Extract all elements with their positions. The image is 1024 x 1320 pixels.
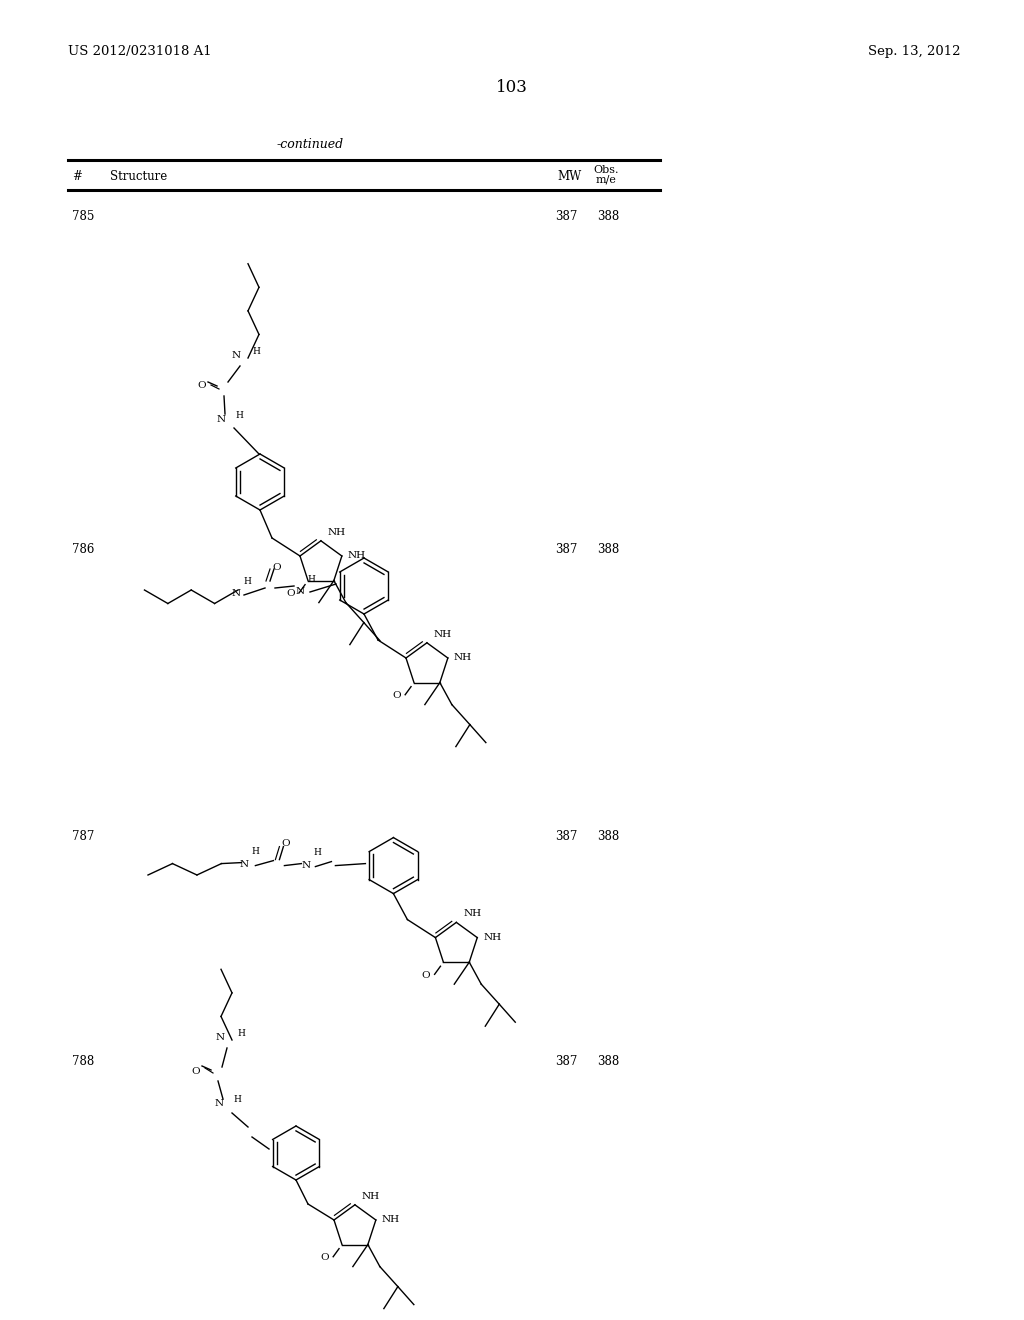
Text: H: H: [234, 411, 243, 420]
Text: -continued: -continued: [276, 139, 344, 152]
Text: 387: 387: [555, 1055, 578, 1068]
Text: 788: 788: [72, 1055, 94, 1068]
Text: 388: 388: [597, 1055, 620, 1068]
Text: O: O: [282, 840, 290, 847]
Text: H: H: [313, 847, 322, 857]
Text: N: N: [216, 1034, 225, 1043]
Text: 103: 103: [496, 79, 528, 96]
Text: 388: 388: [597, 543, 620, 556]
Text: O: O: [198, 381, 206, 391]
Text: m/e: m/e: [596, 176, 616, 185]
Text: NH: NH: [463, 909, 481, 919]
Text: N: N: [217, 414, 226, 424]
Text: NH: NH: [483, 933, 502, 942]
Text: Sep. 13, 2012: Sep. 13, 2012: [868, 45, 961, 58]
Text: #: #: [72, 170, 82, 183]
Text: 785: 785: [72, 210, 94, 223]
Text: MW: MW: [557, 170, 582, 183]
Text: NH: NH: [434, 630, 452, 639]
Text: 786: 786: [72, 543, 94, 556]
Text: O: O: [319, 1253, 329, 1262]
Text: H: H: [307, 574, 314, 583]
Text: H: H: [237, 1030, 245, 1039]
Text: 387: 387: [555, 210, 578, 223]
Text: H: H: [233, 1096, 241, 1105]
Text: NH: NH: [328, 528, 346, 537]
Text: 388: 388: [597, 210, 620, 223]
Text: 787: 787: [72, 830, 94, 843]
Text: O: O: [421, 970, 430, 979]
Text: O: O: [191, 1067, 200, 1076]
Text: Structure: Structure: [110, 170, 167, 183]
Text: NH: NH: [382, 1216, 400, 1225]
Text: O: O: [272, 562, 281, 572]
Text: N: N: [240, 859, 249, 869]
Text: 387: 387: [555, 830, 578, 843]
Text: N: N: [215, 1100, 224, 1109]
Text: 388: 388: [597, 830, 620, 843]
Text: H: H: [252, 347, 260, 356]
Text: N: N: [231, 589, 241, 598]
Text: N: N: [231, 351, 241, 360]
Text: H: H: [252, 847, 259, 857]
Text: 387: 387: [555, 543, 578, 556]
Text: O: O: [286, 589, 295, 598]
Text: US 2012/0231018 A1: US 2012/0231018 A1: [68, 45, 212, 58]
Text: O: O: [392, 692, 400, 700]
Text: N: N: [302, 861, 311, 870]
Text: NH: NH: [454, 653, 472, 663]
Text: N: N: [296, 587, 304, 597]
Text: NH: NH: [348, 552, 366, 561]
Text: NH: NH: [361, 1192, 380, 1201]
Text: Obs.: Obs.: [593, 165, 618, 176]
Text: H: H: [243, 577, 251, 586]
